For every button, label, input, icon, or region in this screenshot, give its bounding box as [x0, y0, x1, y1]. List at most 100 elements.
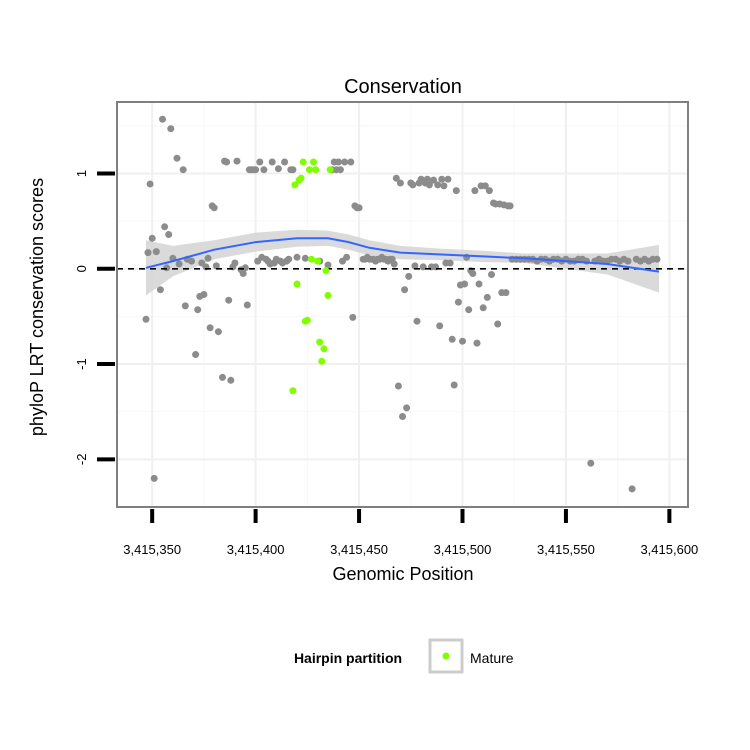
data-point-other: [285, 255, 293, 263]
data-point-other: [214, 328, 222, 336]
legend-key-marker: [442, 652, 450, 660]
data-point-other: [159, 115, 166, 123]
data-point-other: [405, 272, 413, 280]
data-point-other: [324, 261, 332, 269]
data-point-other: [483, 293, 491, 301]
data-point-other: [473, 339, 481, 347]
data-point-other: [399, 413, 406, 420]
legend-title: Hairpin partition: [294, 650, 402, 666]
data-point-other: [438, 175, 446, 183]
data-point-other: [148, 234, 156, 242]
data-point-other: [223, 158, 231, 166]
data-point-mature: [322, 267, 330, 275]
data-point-other: [146, 180, 154, 188]
data-point-other: [347, 158, 355, 166]
data-point-other: [144, 249, 152, 257]
data-point-other: [161, 223, 169, 231]
data-point-other: [233, 157, 241, 165]
data-point-other: [239, 270, 247, 277]
data-point-other: [150, 474, 158, 482]
data-point-other: [485, 187, 493, 195]
data-point-mature: [308, 255, 315, 263]
data-point-other: [142, 315, 150, 323]
data-point-other: [204, 254, 212, 262]
data-point-other: [349, 313, 357, 321]
data-point-other: [459, 337, 466, 345]
data-point-mature: [324, 291, 332, 299]
data-point-mature: [316, 338, 324, 346]
chart-title: Conservation: [344, 76, 462, 98]
data-point-other: [471, 187, 479, 195]
y-tick-label: -1: [74, 358, 89, 370]
data-point-other: [165, 231, 173, 238]
data-point-other: [192, 351, 200, 358]
panel-border: [116, 101, 689, 508]
x-tick-label: 3,415,450: [330, 542, 388, 557]
data-point-other: [390, 260, 398, 268]
data-point-mature: [293, 280, 301, 288]
data-point-other: [448, 335, 456, 343]
data-point-other: [355, 204, 363, 212]
data-point-other: [481, 182, 489, 190]
data-point-mature: [297, 174, 305, 182]
data-point-other: [419, 263, 427, 271]
data-point-mature: [320, 345, 328, 353]
data-point-other: [409, 181, 417, 189]
data-point-other: [219, 373, 226, 381]
data-point-other: [396, 179, 404, 187]
x-tick-label: 3,415,350: [123, 542, 181, 557]
data-point-other: [506, 202, 514, 210]
data-point-other: [430, 176, 437, 184]
data-point-other: [175, 260, 183, 268]
data-point-other: [624, 257, 632, 265]
data-point-other: [212, 262, 220, 270]
data-point-other: [423, 175, 431, 183]
data-point-mature: [299, 158, 307, 166]
data-point-other: [274, 165, 282, 173]
data-point-other: [413, 317, 421, 325]
points-mature-series: [289, 158, 334, 395]
plot-panel: [116, 101, 689, 508]
data-point-other: [587, 459, 595, 467]
x-axis-label: Genomic Position: [332, 564, 473, 584]
data-point-other: [336, 166, 344, 174]
data-point-other: [479, 304, 487, 312]
data-point-other: [152, 248, 160, 256]
data-point-other: [444, 175, 452, 183]
data-point-other: [281, 158, 289, 166]
data-point-other: [341, 158, 349, 166]
data-point-other: [252, 166, 260, 174]
data-point-other: [436, 322, 444, 330]
data-point-other: [210, 204, 218, 212]
data-point-other: [628, 485, 636, 493]
data-point-other: [225, 296, 233, 304]
data-point-other: [469, 270, 477, 277]
y-tick-label: 0: [74, 265, 89, 272]
data-point-mature: [305, 166, 313, 174]
legend: Hairpin partition Mature: [294, 638, 514, 674]
x-tick-label: 3,415,500: [434, 542, 492, 557]
x-tick-label: 3,415,400: [227, 542, 285, 557]
x-tick-label: 3,415,600: [640, 542, 698, 557]
data-point-mature: [303, 316, 311, 324]
data-point-other: [231, 259, 239, 267]
y-axis: -2 -1 0 1: [74, 170, 115, 465]
data-point-other: [446, 259, 454, 267]
data-point-other: [200, 291, 208, 298]
data-point-other: [494, 320, 502, 328]
data-point-other: [440, 182, 448, 190]
data-point-other: [179, 166, 187, 174]
data-point-mature: [291, 181, 299, 189]
data-point-other: [403, 404, 411, 412]
data-point-other: [188, 257, 195, 265]
data-point-other: [334, 158, 342, 166]
smooth-fit-line: [145, 237, 660, 273]
data-point-other: [241, 264, 249, 272]
data-point-other: [450, 381, 458, 389]
data-point-mature: [289, 387, 297, 395]
data-point-other: [454, 298, 462, 306]
data-point-other: [156, 286, 164, 294]
data-point-other: [465, 306, 473, 314]
data-point-other: [653, 255, 661, 263]
